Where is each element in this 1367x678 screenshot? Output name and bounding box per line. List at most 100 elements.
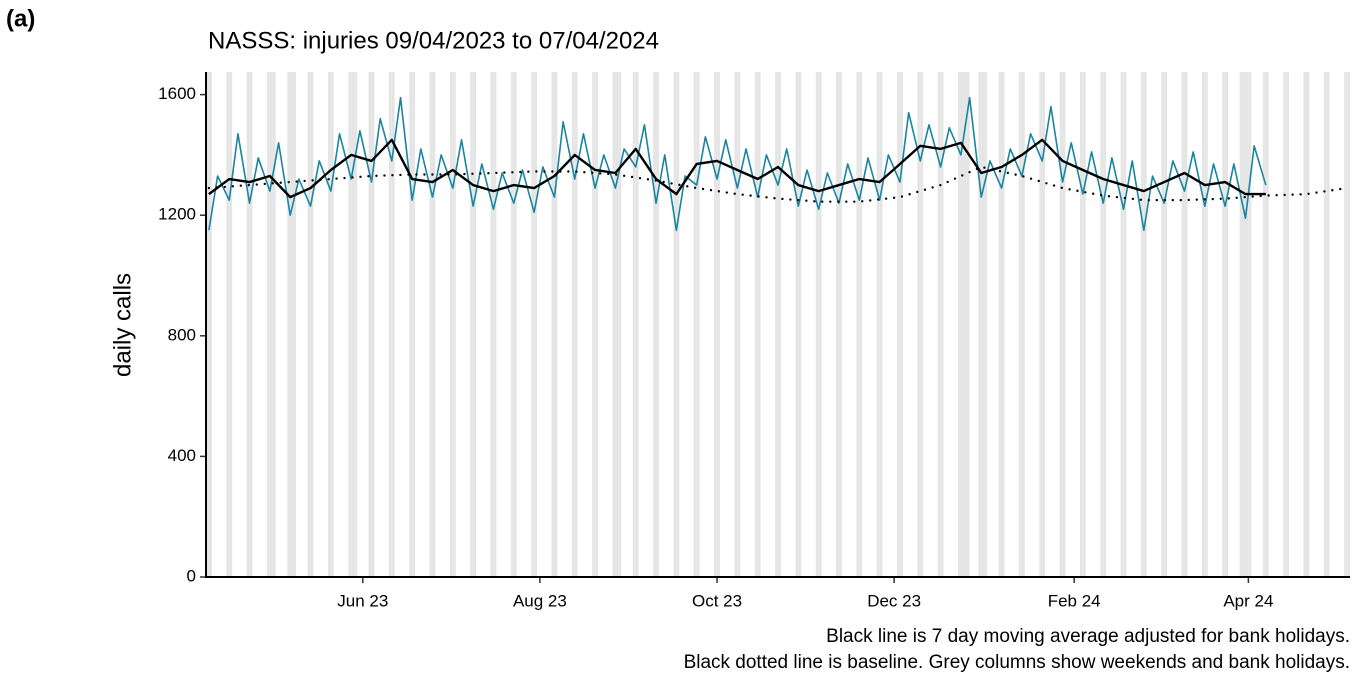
weekend-column <box>493 72 497 577</box>
weekend-column <box>490 72 494 577</box>
bank-holiday-column <box>966 72 970 577</box>
weekend-column <box>1262 72 1266 577</box>
weekend-column <box>1286 72 1290 577</box>
bank-holiday-column <box>984 72 988 577</box>
weekend-column <box>531 72 535 577</box>
weekend-column <box>1242 72 1246 577</box>
weekend-column <box>1143 72 1147 577</box>
weekend-column <box>1120 72 1124 577</box>
weekend-column <box>534 72 538 577</box>
weekend-column <box>571 72 575 577</box>
weekend-column <box>327 72 331 577</box>
weekend-column <box>778 72 781 577</box>
weekend-column <box>937 72 941 577</box>
weekend-column <box>920 72 924 577</box>
bank-holiday-column <box>272 72 276 577</box>
y-axis-label: daily calls <box>109 273 136 377</box>
weekend-column <box>714 72 718 577</box>
weekend-column <box>307 72 311 577</box>
bank-holiday-column <box>354 72 357 577</box>
weekend-column <box>1021 72 1025 577</box>
weekend-column <box>551 72 555 577</box>
weekend-column <box>412 72 416 577</box>
bank-holiday-column <box>1239 72 1243 577</box>
weekend-column <box>734 72 738 577</box>
weekend-column <box>208 72 212 577</box>
weekend-column <box>554 72 558 577</box>
weekend-column <box>836 72 839 577</box>
weekend-column <box>1161 72 1165 577</box>
y-tick-label: 400 <box>168 446 196 465</box>
weekend-column <box>940 72 944 577</box>
weekend-column <box>310 72 314 577</box>
weekend-column <box>1103 72 1107 577</box>
weekend-column <box>899 72 903 577</box>
series-line <box>208 96 1267 232</box>
panel-label: (a) <box>6 5 35 32</box>
weekend-column <box>635 72 639 577</box>
weekend-column <box>287 72 291 577</box>
weekend-column <box>206 72 209 577</box>
weekend-column <box>409 72 413 577</box>
weekend-column <box>815 72 819 577</box>
weekend-column <box>798 72 802 577</box>
weekend-column <box>510 72 514 577</box>
weekend-column <box>269 72 273 577</box>
y-tick-label: 0 <box>187 566 196 585</box>
weekend-column <box>696 72 700 577</box>
weekend-column <box>226 72 230 577</box>
weekend-column <box>838 72 842 577</box>
weekend-column <box>290 72 294 577</box>
weekend-column <box>612 72 616 577</box>
weekend-column <box>693 72 697 577</box>
series-line <box>208 138 1266 199</box>
weekend-column <box>632 72 636 577</box>
weekend-column <box>897 72 900 577</box>
weekend-column <box>960 72 964 577</box>
bank-holiday-column <box>963 72 967 577</box>
weekend-column <box>388 72 392 577</box>
weekend-column <box>592 72 596 577</box>
weekend-column <box>229 72 233 577</box>
weekend-column <box>981 72 985 577</box>
weekend-column <box>470 72 474 577</box>
weekend-column <box>818 72 822 577</box>
weekend-column <box>1100 72 1104 577</box>
x-tick-label: Dec 23 <box>867 591 921 610</box>
weekend-column <box>473 72 477 577</box>
weekend-column <box>795 72 799 577</box>
weekend-column <box>1283 72 1287 577</box>
weekend-column <box>717 72 720 577</box>
y-tick-label: 800 <box>168 325 196 344</box>
weekend-column <box>676 72 680 577</box>
weekend-column <box>917 72 921 577</box>
weekend-column <box>775 72 778 577</box>
weekend-column <box>452 72 456 577</box>
footnote: Black dotted line is baseline. Grey colu… <box>684 652 1350 673</box>
weekend-column <box>351 72 355 577</box>
weekend-column <box>246 72 250 577</box>
weekend-column <box>978 72 982 577</box>
weekend-column <box>368 72 372 577</box>
weekend-column <box>1306 72 1310 577</box>
weekend-column <box>856 72 860 577</box>
weekend-column <box>595 72 598 577</box>
weekend-column <box>1018 72 1022 577</box>
weekend-column <box>754 72 758 577</box>
weekend-column <box>1079 72 1083 577</box>
weekend-column <box>1181 72 1185 577</box>
x-tick-label: Feb 24 <box>1048 591 1101 610</box>
weekend-column <box>1059 72 1063 577</box>
weekend-column <box>513 72 517 577</box>
weekend-column <box>757 72 761 577</box>
weekend-column <box>615 72 619 577</box>
weekend-column <box>673 72 677 577</box>
weekend-column <box>1347 72 1350 577</box>
weekend-column <box>1184 72 1188 577</box>
weekend-column <box>391 72 395 577</box>
weekend-column <box>1303 72 1307 577</box>
x-tick-label: Apr 24 <box>1223 591 1273 610</box>
weekend-column <box>574 72 578 577</box>
weekend-column <box>249 72 253 577</box>
